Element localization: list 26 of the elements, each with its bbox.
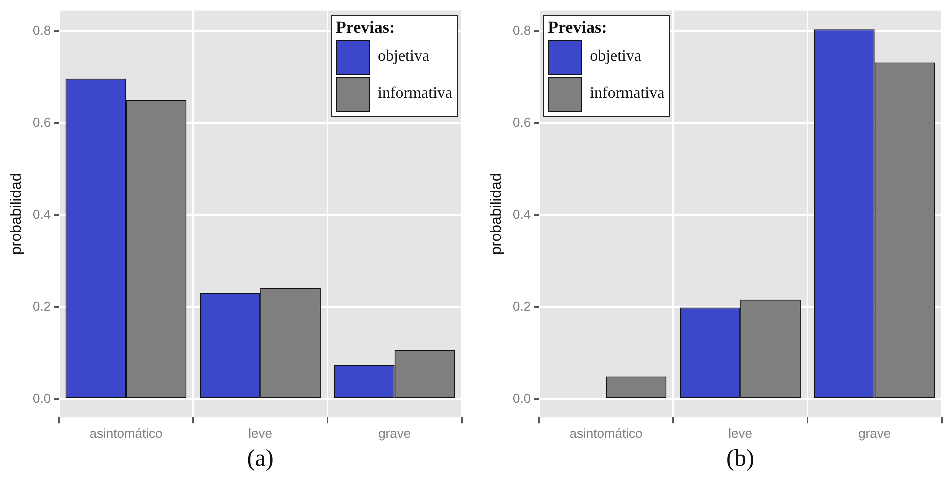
x-tick-label: grave — [858, 426, 892, 441]
x-tick-label: asintomático — [570, 426, 643, 441]
legend-label: informativa — [590, 85, 665, 104]
y-tick-label: 0.0 — [512, 390, 532, 406]
x-axis-title: (a) — [247, 446, 274, 472]
x-tick-label: leve — [248, 426, 272, 441]
y-tick-label: 0.8 — [512, 23, 532, 38]
y-tick-label: 0.6 — [512, 114, 532, 130]
x-axis-title: (b) — [726, 446, 755, 472]
y-axis-title: probabilidad — [8, 173, 26, 256]
legend-label: objetiva — [378, 48, 430, 66]
legend-title: Previas: — [548, 18, 608, 38]
y-tick-label: 0.6 — [32, 114, 52, 130]
y-tick-label: 0.4 — [32, 206, 52, 222]
y-axis-title: probabilidad — [488, 173, 506, 256]
y-tick-label: 0.2 — [32, 298, 52, 314]
legend-title: Previas: — [336, 18, 396, 38]
legend-label: informativa — [378, 85, 453, 104]
x-tick-label: leve — [728, 426, 752, 441]
y-tick-label: 0.0 — [32, 390, 52, 406]
x-tick-label: asintomático — [90, 426, 163, 441]
y-tick-label: 0.8 — [32, 23, 52, 38]
legend-label: objetiva — [590, 48, 642, 66]
y-tick-label: 0.4 — [512, 206, 532, 222]
x-tick-label: grave — [378, 426, 412, 441]
y-tick-label: 0.2 — [512, 298, 532, 314]
